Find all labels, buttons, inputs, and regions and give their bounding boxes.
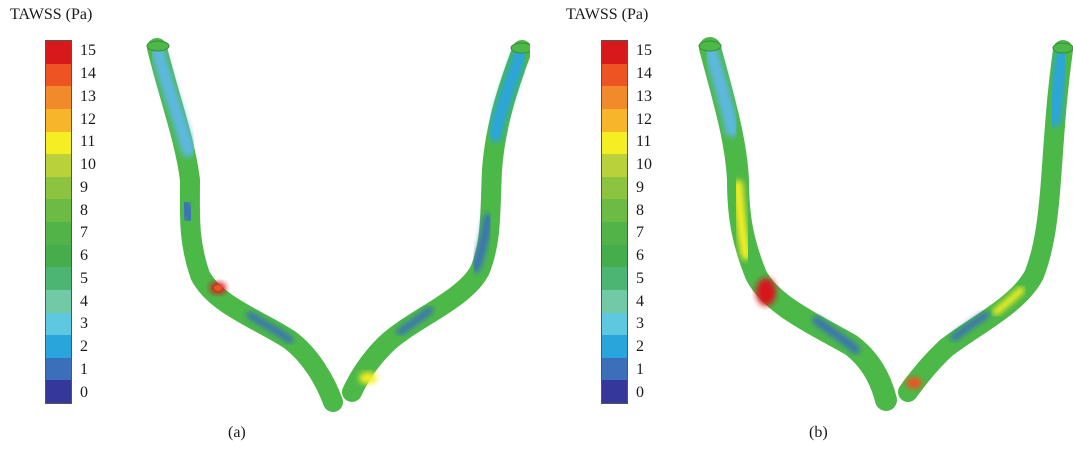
colorbar-swatch-11 xyxy=(46,131,71,155)
colorbar-swatch-13 xyxy=(46,86,71,109)
colorbar-swatch-4 xyxy=(602,289,627,313)
colorbar-title: TAWSS (Pa) xyxy=(566,6,649,23)
colorbar-tick-label: 14 xyxy=(80,65,96,83)
colorbar-swatch-4 xyxy=(46,289,71,313)
colorbar-tick-label: 14 xyxy=(636,65,652,83)
colorbar-swatch-8 xyxy=(602,199,627,222)
colorbar-tick-label: 2 xyxy=(636,338,644,356)
colorbar-tick-label: 10 xyxy=(636,156,652,174)
panel-b: TAWSS (Pa) 15 14 13 12 11 10 9 8 7 6 5 4 3 2 1 0 (b) xyxy=(556,0,1073,449)
colorbar-tick-label: 9 xyxy=(636,178,644,196)
right-vessel-low-wss xyxy=(488,48,527,142)
colorbar-swatch-15 xyxy=(46,41,71,64)
colorbar xyxy=(45,40,72,404)
colorbar-swatch-13 xyxy=(602,86,627,109)
colorbar-tick-label: 12 xyxy=(80,110,96,128)
left-vessel-low-wss xyxy=(151,45,195,157)
left-vessel-high-wss xyxy=(733,180,751,260)
colorbar-tick-label: 11 xyxy=(636,133,652,151)
vessel-render xyxy=(698,37,1073,411)
colorbar-tick-label: 0 xyxy=(80,383,88,401)
colorbar-tick-label: 10 xyxy=(80,156,96,174)
colorbar-swatch-7 xyxy=(602,222,627,245)
colorbar-swatch-1 xyxy=(602,357,627,381)
colorbar-swatch-10 xyxy=(602,154,627,177)
right-vessel xyxy=(898,40,1073,402)
colorbar-tick-label: 8 xyxy=(636,201,644,219)
right-vessel xyxy=(342,40,530,402)
left-vessel-mid-spot xyxy=(246,311,294,344)
colorbar-swatch-3 xyxy=(602,312,627,336)
colorbar-tick-label: 9 xyxy=(80,178,88,196)
colorbar-tick-label: 1 xyxy=(636,360,644,378)
colorbar-swatch-3 xyxy=(46,312,71,336)
colorbar-tick-label: 2 xyxy=(80,338,88,356)
colorbar-swatch-11 xyxy=(602,131,627,155)
left-vessel xyxy=(699,37,897,411)
colorbar-tick-label: 8 xyxy=(80,201,88,219)
colorbar xyxy=(601,40,628,404)
colorbar-title: TAWSS (Pa) xyxy=(10,6,93,23)
colorbar-tick-label: 3 xyxy=(80,315,88,333)
colorbar-tick-label: 6 xyxy=(636,247,644,265)
colorbar-swatch-12 xyxy=(602,108,627,132)
colorbar-tick-label: 4 xyxy=(80,292,88,310)
left-vessel-peak-spot xyxy=(756,278,776,306)
colorbar-tick-label: 7 xyxy=(636,224,644,242)
subfigure-label: (b) xyxy=(809,424,828,441)
colorbar-tick-label: 12 xyxy=(636,110,652,128)
colorbar-tick-label: 0 xyxy=(636,383,644,401)
colorbar-swatch-2 xyxy=(602,335,627,358)
right-vessel-mid-spot xyxy=(471,213,493,273)
colorbar-tick-label: 13 xyxy=(80,87,96,105)
colorbar-swatch-10 xyxy=(46,154,71,177)
colorbar-swatch-12 xyxy=(46,108,71,132)
colorbar-swatch-5 xyxy=(46,267,71,290)
colorbar-tick-label: 15 xyxy=(80,42,96,60)
colorbar-tick-label: 3 xyxy=(636,315,644,333)
colorbar-tick-label: 13 xyxy=(636,87,652,105)
right-vessel-peak-spot xyxy=(906,377,922,389)
colorbar-swatch-2 xyxy=(46,335,71,358)
subfigure-label: (a) xyxy=(228,424,246,441)
colorbar-swatch-14 xyxy=(46,63,71,87)
colorbar-tick-label: 1 xyxy=(80,360,88,378)
vessel-render xyxy=(146,38,530,412)
colorbar-swatch-0 xyxy=(46,380,71,403)
colorbar-swatch-5 xyxy=(602,267,627,290)
colorbar-swatch-6 xyxy=(46,244,71,268)
colorbar-tick-label: 5 xyxy=(80,269,88,287)
colorbar-swatch-15 xyxy=(602,41,627,64)
colorbar-swatch-1 xyxy=(46,357,71,381)
colorbar-tick-label: 11 xyxy=(80,133,96,151)
colorbar-tick-label: 6 xyxy=(80,247,88,265)
colorbar-tick-label: 15 xyxy=(636,42,652,60)
colorbar-tick-label: 4 xyxy=(636,292,644,310)
colorbar-swatch-6 xyxy=(602,244,627,268)
colorbar-swatch-9 xyxy=(46,176,71,200)
colorbar-tick-label: 7 xyxy=(80,224,88,242)
colorbar-swatch-0 xyxy=(602,380,627,403)
colorbar-swatch-14 xyxy=(602,63,627,87)
right-vessel-high-spot xyxy=(359,372,377,384)
colorbar-swatch-9 xyxy=(602,176,627,200)
left-vessel xyxy=(147,38,343,412)
panel-a: TAWSS (Pa) 15 14 13 12 11 10 9 8 7 6 5 4 3 2 1 0 (a) xyxy=(0,0,530,449)
colorbar-tick-label: 5 xyxy=(636,269,644,287)
colorbar-swatch-7 xyxy=(46,222,71,245)
left-vessel-low-wss-spot xyxy=(179,199,196,224)
colorbar-swatch-8 xyxy=(46,199,71,222)
